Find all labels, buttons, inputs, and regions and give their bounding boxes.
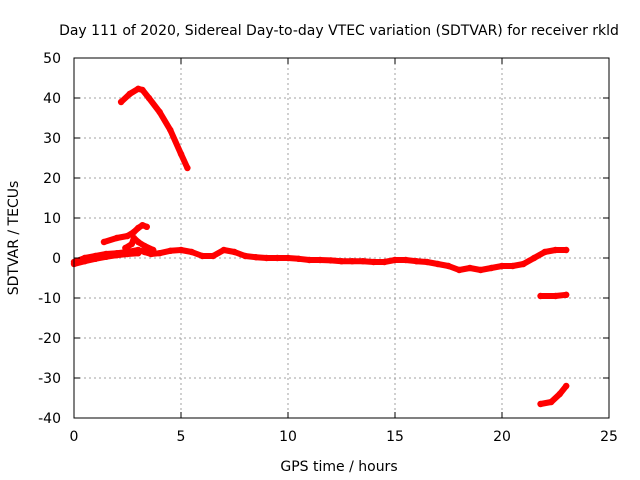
data-point <box>413 258 420 265</box>
data-point <box>92 255 99 262</box>
data-point <box>100 238 108 246</box>
data-point <box>128 240 135 248</box>
data-point <box>423 258 431 266</box>
data-point <box>209 252 217 260</box>
data-point <box>381 258 388 266</box>
data-point <box>338 258 345 265</box>
series-low-rising-arc <box>537 383 570 407</box>
data-point <box>263 254 270 262</box>
data-point <box>520 260 527 268</box>
y-tick-label: -40 <box>38 411 61 427</box>
data-point <box>156 108 163 116</box>
y-tick-label: 50 <box>43 51 61 67</box>
data-point <box>124 250 131 258</box>
x-axis-label: GPS time / hours <box>280 459 397 475</box>
data-point <box>188 248 195 256</box>
series-group <box>70 85 570 408</box>
data-point <box>177 246 185 254</box>
x-tick-label: 0 <box>70 429 79 445</box>
x-tick-labels: 0 5 10 15 20 25 <box>70 429 618 445</box>
data-point <box>167 126 174 134</box>
grid <box>74 58 609 418</box>
y-tick-labels: -40 -30 -20 -10 0 10 20 30 40 50 <box>38 51 61 427</box>
data-point <box>563 382 570 390</box>
data-point <box>143 223 150 230</box>
data-point <box>537 400 544 408</box>
ticks <box>73 57 610 419</box>
y-tick-label: -30 <box>38 371 61 387</box>
x-tick-label: 20 <box>493 429 511 445</box>
data-point <box>402 256 409 264</box>
data-point <box>184 164 191 172</box>
data-point <box>231 248 238 256</box>
data-point <box>124 232 131 240</box>
data-point <box>113 252 121 259</box>
x-tick-label: 5 <box>177 429 186 445</box>
x-tick-label: 25 <box>600 429 618 445</box>
data-point <box>316 256 324 264</box>
data-point <box>102 253 110 260</box>
data-point <box>130 228 138 236</box>
data-point <box>434 260 441 268</box>
data-point <box>477 266 484 274</box>
data-point <box>498 262 506 270</box>
data-point <box>141 248 148 256</box>
data-point <box>556 390 563 398</box>
y-axis-label: SDTVAR / TECUs <box>6 181 22 296</box>
data-point <box>530 254 538 262</box>
y-tick-label: 10 <box>43 211 61 227</box>
data-point <box>145 94 153 102</box>
data-point <box>147 250 155 258</box>
data-point <box>130 234 138 242</box>
data-point <box>126 90 133 98</box>
y-tick-label: -10 <box>38 291 61 307</box>
data-point <box>295 255 302 262</box>
data-point <box>199 252 206 260</box>
data-point <box>445 262 452 270</box>
y-tick-label: 40 <box>43 91 61 107</box>
data-point <box>177 150 185 158</box>
y-tick-label: 0 <box>52 251 61 267</box>
data-point <box>220 246 227 254</box>
data-point <box>135 238 142 246</box>
data-point <box>488 264 495 272</box>
data-point <box>370 258 377 266</box>
data-point <box>327 257 334 264</box>
chart-title: Day 111 of 2020, Sidereal Day-to-day VTE… <box>59 23 619 39</box>
x-tick-label: 15 <box>386 429 404 445</box>
data-point <box>456 266 463 274</box>
data-point <box>563 246 570 254</box>
data-point <box>139 86 146 94</box>
data-point <box>359 258 367 265</box>
data-point <box>548 398 555 406</box>
data-point <box>466 264 474 272</box>
data-point <box>563 291 570 298</box>
data-point <box>167 247 174 254</box>
data-point <box>156 250 163 257</box>
y-tick-label: -20 <box>38 331 61 347</box>
data-point <box>391 256 399 264</box>
data-point <box>252 254 260 261</box>
data-point <box>537 292 544 300</box>
data-point <box>552 292 559 300</box>
data-point <box>242 252 249 260</box>
data-point <box>306 256 313 264</box>
data-point <box>274 254 281 262</box>
data-point <box>509 262 516 270</box>
data-point <box>541 248 548 256</box>
x-tick-label: 10 <box>279 429 297 445</box>
data-point <box>552 246 559 254</box>
data-point <box>284 254 292 262</box>
data-point <box>141 242 148 250</box>
series-arc-high-descending <box>118 85 191 171</box>
y-tick-label: 30 <box>43 131 61 147</box>
data-point <box>117 98 125 106</box>
data-point <box>81 258 88 265</box>
data-point <box>135 250 142 257</box>
data-point <box>113 234 121 242</box>
plot-area-frame <box>73 57 610 419</box>
y-tick-label: 20 <box>43 171 61 187</box>
data-point <box>349 258 356 265</box>
